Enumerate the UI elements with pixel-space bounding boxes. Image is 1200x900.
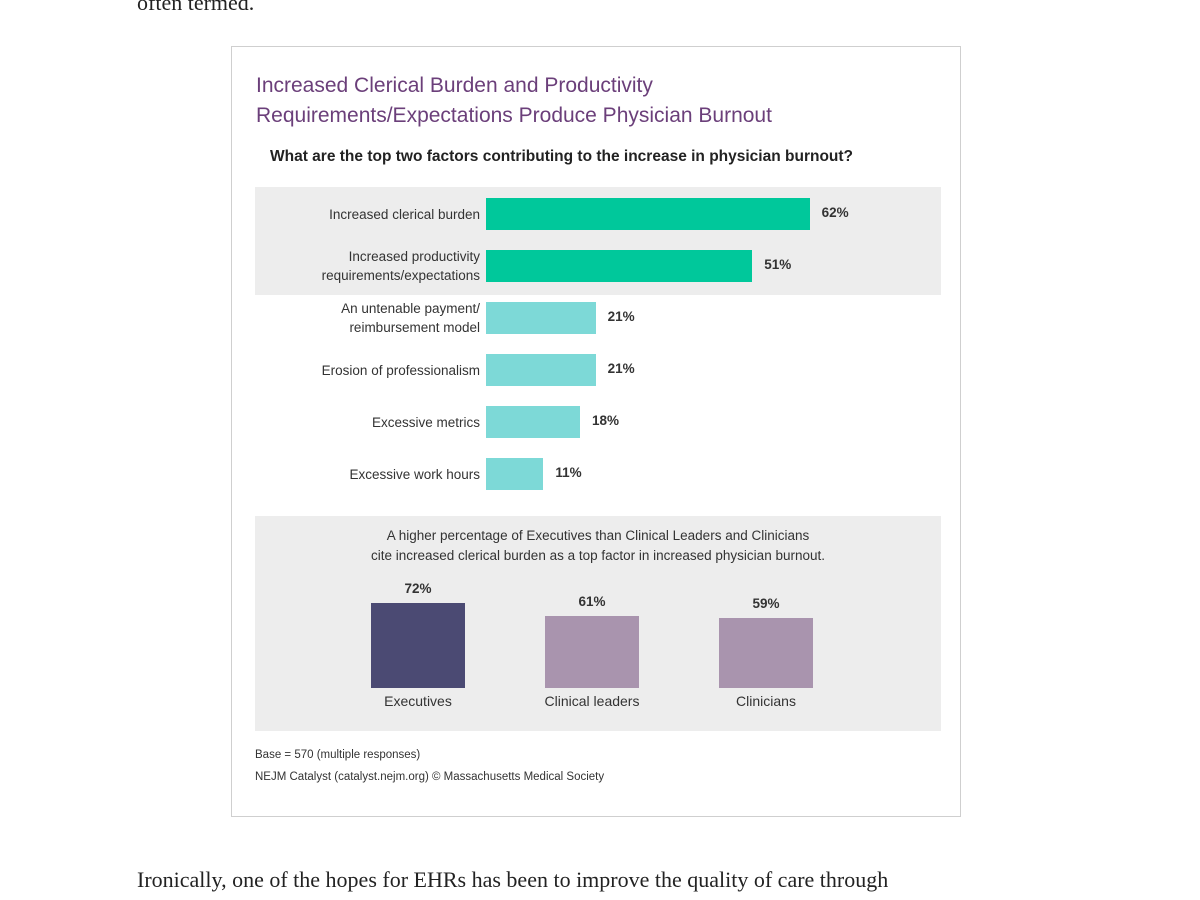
prose-bottom-line: Ironically, one of the hopes for EHRs ha… bbox=[137, 867, 889, 892]
vbar bbox=[719, 618, 813, 688]
bar-value-label: 62% bbox=[821, 205, 849, 220]
vbar bbox=[545, 616, 639, 688]
bar bbox=[486, 198, 810, 230]
panel-note-line-1: A higher percentage of Executives than C… bbox=[386, 528, 810, 543]
bar-value-label: 21% bbox=[607, 361, 635, 376]
panel-note-line-2: cite increased clerical burden as a top … bbox=[370, 548, 825, 563]
prose-top-line: often termed. bbox=[137, 0, 255, 15]
bar-label-line: Excessive metrics bbox=[371, 414, 480, 430]
bar-value-label: 18% bbox=[591, 413, 619, 428]
vbar-value-label: 59% bbox=[752, 596, 780, 612]
bar-label-line: Erosion of professionalism bbox=[321, 362, 480, 378]
bar bbox=[486, 354, 596, 386]
bar-label-line: Increased productivity bbox=[348, 249, 480, 264]
bar-value-label: 51% bbox=[764, 257, 792, 272]
bar bbox=[486, 458, 544, 490]
role-comparison-panel: A higher percentage of Executives than C… bbox=[255, 516, 941, 731]
footnote-base: Base = 570 (multiple responses) bbox=[255, 749, 421, 761]
vbar-category-label: Clinical leaders bbox=[544, 693, 640, 709]
bar-label: Erosion of professionalism bbox=[255, 361, 480, 380]
footnote-source: NEJM Catalyst (catalyst.nejm.org) © Mass… bbox=[255, 771, 605, 783]
bar-value-label: 11% bbox=[555, 465, 582, 480]
bar-label-line: An untenable payment/ bbox=[341, 301, 480, 316]
bar-label-line: Increased clerical burden bbox=[329, 206, 480, 222]
chart-figure: Increased Clerical Burden and Productivi… bbox=[231, 46, 961, 817]
bar-label: Excessive metrics bbox=[255, 413, 480, 432]
vbar-value-label: 72% bbox=[404, 581, 432, 597]
bar bbox=[486, 250, 753, 282]
bar-label: Increased clerical burden bbox=[255, 205, 480, 224]
bar-label: Increased productivity requirements/expec… bbox=[255, 247, 480, 285]
vbar-category-label: Clinicians bbox=[736, 693, 796, 709]
bar bbox=[486, 406, 580, 438]
vbar-value-label: 61% bbox=[578, 594, 606, 610]
panel-note: A higher percentage of Executives than C… bbox=[255, 526, 941, 566]
vbar-category-label: Executives bbox=[384, 693, 452, 709]
bar-label-line: Excessive work hours bbox=[349, 466, 480, 482]
vbar bbox=[371, 603, 465, 688]
chart-subtitle: What are the top two factors contributin… bbox=[270, 148, 854, 165]
bar-value-label: 21% bbox=[607, 309, 635, 324]
bar-label: Excessive work hours bbox=[255, 465, 480, 484]
bar-label-line: requirements/expectations bbox=[321, 268, 480, 283]
bar-label-line: reimbursement model bbox=[349, 320, 480, 335]
bar bbox=[486, 302, 596, 334]
bar-label: An untenable payment/reimbursement model bbox=[255, 299, 480, 337]
chart-title: Increased Clerical Burden and Productivi… bbox=[256, 74, 772, 127]
